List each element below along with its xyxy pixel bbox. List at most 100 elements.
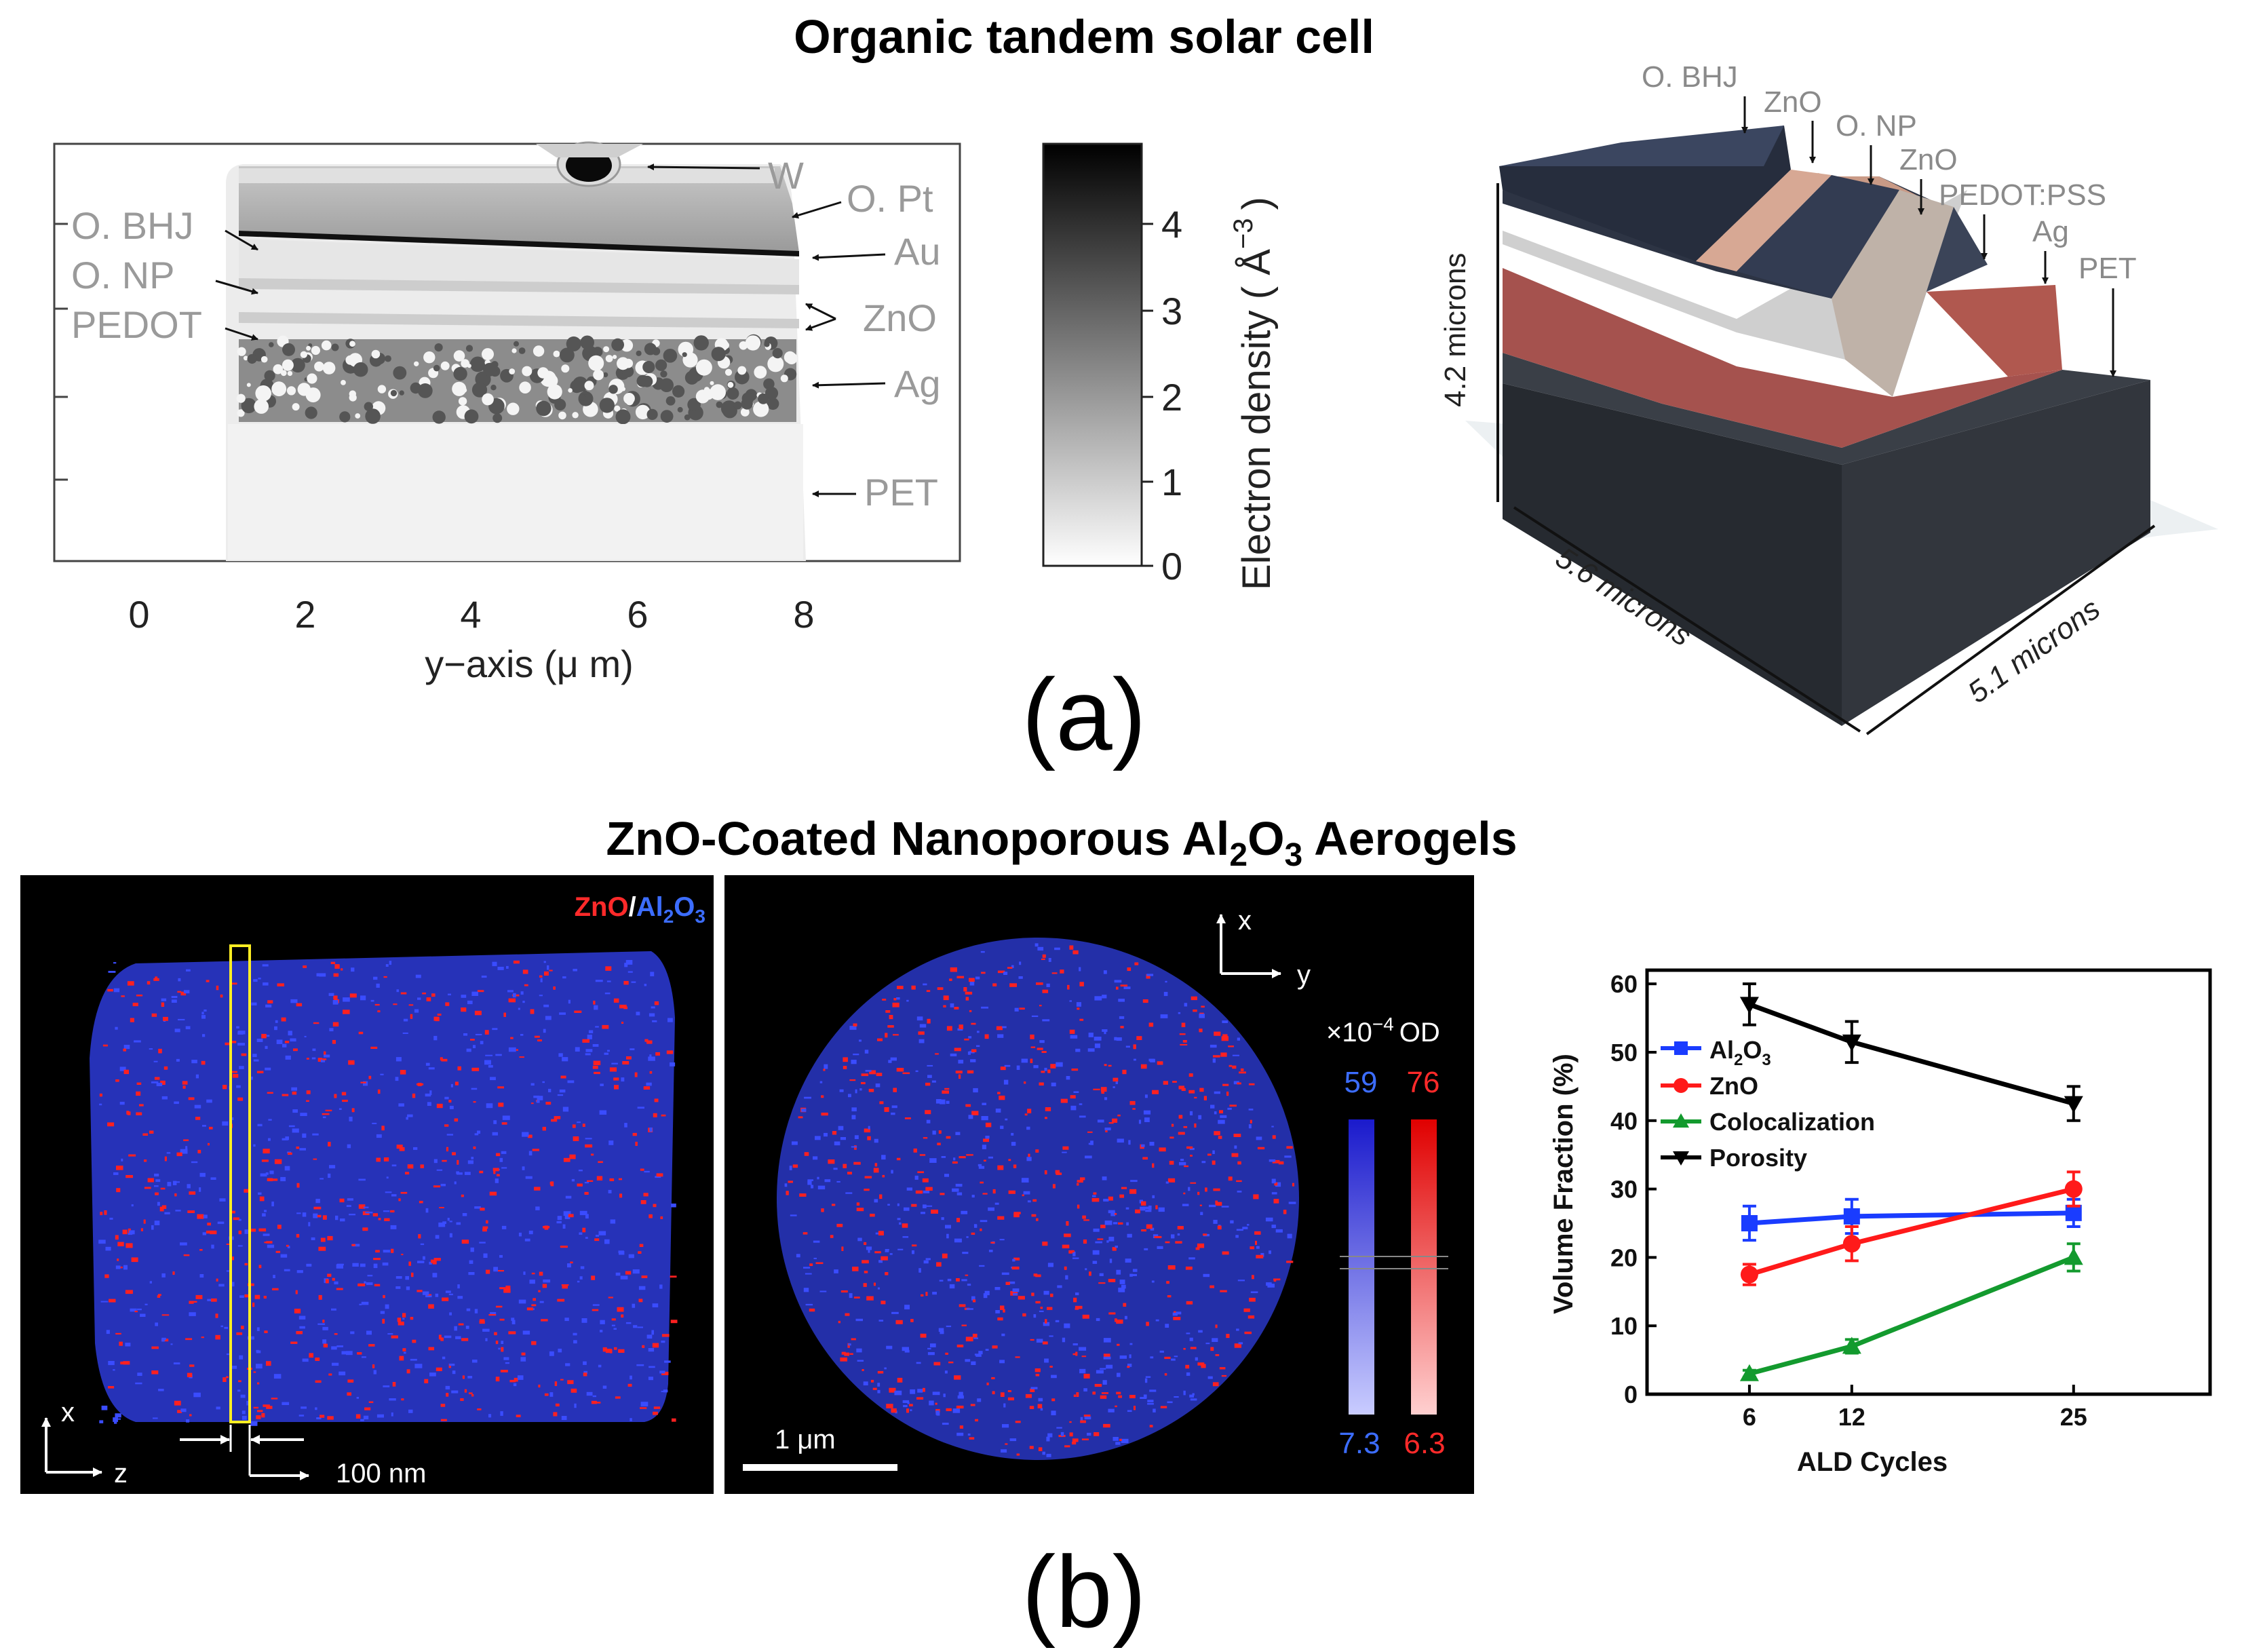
zno-particle [853,1161,861,1165]
ag-grain [737,366,747,375]
zno-particle [893,998,897,1001]
zno-particle [1115,1318,1117,1322]
render-label-pet: PET [2078,252,2137,285]
al2o3-particle [1102,995,1107,999]
al2o3-particle [543,1279,551,1283]
al2o3-particle [1269,1159,1276,1162]
al2o3-particle [161,1339,165,1342]
zno-particle [985,1122,992,1128]
al2o3-particle [916,1362,921,1364]
zno-particle [1031,1292,1034,1296]
al2o3-particle [1145,1210,1152,1212]
zno-particle [654,1098,659,1102]
zno-particle [1003,1309,1005,1313]
ag-grain [764,341,770,347]
zno-particle [320,1415,325,1418]
al2o3-particle [651,1330,654,1335]
al2o3-particle [1047,1263,1053,1267]
al2o3-particle [940,1099,946,1104]
zno-particle [160,1187,166,1190]
zno-particle [937,987,944,991]
zno-particle [208,1142,210,1146]
legend-sub: 2 [663,906,674,927]
zno-particle [618,1178,622,1180]
zno-particle [1035,1274,1041,1278]
al2o3-particle [518,1232,522,1237]
al2o3-particle [1004,1064,1011,1067]
ag-grain [314,361,324,372]
zno-particle [155,1192,159,1195]
al2o3-particle [153,1417,158,1419]
al2o3-particle [324,1054,330,1058]
zno-particle [1117,1114,1121,1117]
aerogel-side-view: ZnO/Al2O3 x z 100 nm [20,875,714,1494]
al2o3-particle [263,982,269,986]
zno-particle [1008,1190,1015,1194]
zno-particle [161,1002,165,1007]
al2o3-particle [1209,1204,1216,1208]
al2o3-particle [906,1187,912,1191]
al2o3-particle [1073,1091,1079,1093]
ag-grain [349,390,356,398]
al2o3-particle [313,1213,318,1218]
zno-particle [869,1070,876,1075]
series-colocalization [1739,1242,2083,1381]
legend-marker-colocalization [1673,1113,1689,1128]
al2o3-particle [398,1103,404,1107]
zno-particle [334,1094,337,1098]
zno-particle [497,1270,504,1272]
legend-label-porosity: Porosity [1709,1144,1807,1172]
zno-particle [553,986,556,990]
al2o3-particle [949,1284,955,1289]
zno-particle [1220,1052,1227,1057]
zno-particle [197,1149,201,1153]
zno-particle [1027,1109,1032,1113]
zno-particle [1019,1007,1025,1010]
zno-particle [1193,1010,1197,1012]
al2o3-particle [395,1276,402,1279]
al2o3-particle [1036,1339,1043,1343]
zno-particle [1188,1090,1195,1094]
zno-particle [355,1414,361,1419]
al2o3-particle [238,1218,241,1221]
al2o3-particle [350,1331,355,1334]
zno-particle [284,1041,290,1043]
zno-particle [1112,1247,1117,1251]
al2o3-particle [562,1057,568,1062]
render-label-zno-1: ZnO [1764,85,1822,119]
zno-particle [1007,1390,1011,1392]
zno-particle [397,1318,402,1322]
zno-particle [592,1065,598,1069]
zno-particle [1072,1353,1077,1356]
zno-particle [946,1136,951,1139]
layer-label-obhj: O. BHJ [71,204,193,247]
al2o3-particle [315,1199,320,1204]
al2o3-particle [980,950,985,953]
zno-particle [1190,1182,1197,1184]
zno-particle [1114,1213,1117,1215]
zno-particle [531,1272,535,1275]
zno-particle [140,1228,143,1231]
zno-particle [1199,1029,1203,1033]
al2o3-particle [1119,1355,1127,1359]
al2o3-particle [1079,1368,1086,1374]
zno-particle [1167,1178,1176,1183]
zno-particle [897,1377,903,1383]
al2o3-particle [1099,1273,1104,1276]
al2o3-particle [1051,1375,1057,1379]
zno-particle [910,1319,914,1322]
zno-particle [428,1304,434,1309]
al2o3-particle [995,1109,1001,1113]
zno-particle [1272,1135,1276,1139]
zno-particle [1037,1048,1043,1050]
al2o3-particle [1184,1003,1188,1007]
zno-particle [1278,1161,1284,1165]
zno-particle [961,1324,967,1326]
al2o3-particle [446,1134,453,1136]
al2o3-particle [902,1400,910,1403]
al2o3-particle [1095,1241,1102,1244]
zno-particle [266,1406,273,1409]
ag-grain [605,355,613,362]
al2o3-particle [480,1041,484,1045]
zno-particle [296,1147,300,1149]
